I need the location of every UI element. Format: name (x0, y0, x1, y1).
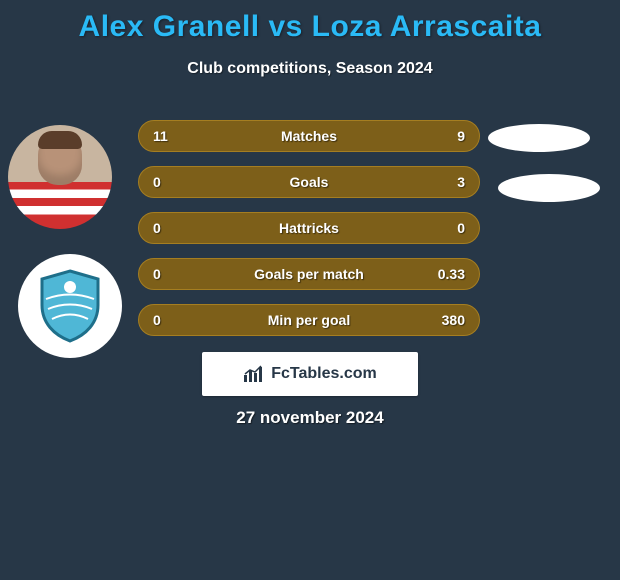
shield-icon (38, 269, 102, 343)
date-label: 27 november 2024 (0, 408, 620, 428)
stat-label: Goals per match (139, 266, 479, 282)
stat-left-value: 11 (153, 128, 168, 144)
bars-icon (243, 365, 265, 383)
stat-row-min-per-goal: 0 Min per goal 380 (138, 304, 480, 336)
player1-avatar (8, 125, 112, 229)
stat-right-value: 3 (457, 174, 465, 190)
subtitle: Club competitions, Season 2024 (0, 60, 620, 78)
stat-left-value: 0 (153, 220, 161, 236)
stat-row-hattricks: 0 Hattricks 0 (138, 212, 480, 244)
player2-club-badge (18, 254, 122, 358)
page-title: Alex Granell vs Loza Arrascaita (0, 0, 620, 44)
stat-left-value: 0 (153, 312, 161, 328)
stat-label: Min per goal (139, 312, 479, 328)
stat-left-value: 0 (153, 174, 161, 190)
stat-right-value: 0.33 (438, 266, 465, 282)
source-logo-text: FcTables.com (271, 365, 377, 383)
comparison-card: Alex Granell vs Loza Arrascaita Club com… (0, 0, 620, 580)
stat-row-matches: 11 Matches 9 (138, 120, 480, 152)
stat-right-value: 0 (457, 220, 465, 236)
stat-left-value: 0 (153, 266, 161, 282)
stat-right-value: 380 (442, 312, 465, 328)
stats-list: 11 Matches 9 0 Goals 3 0 Hattricks 0 0 G… (138, 120, 480, 350)
indicator-ellipse (498, 174, 600, 202)
stat-right-value: 9 (457, 128, 465, 144)
stat-label: Hattricks (139, 220, 479, 236)
stat-label: Matches (139, 128, 479, 144)
stat-row-goals: 0 Goals 3 (138, 166, 480, 198)
stat-row-goals-per-match: 0 Goals per match 0.33 (138, 258, 480, 290)
source-logo: FcTables.com (202, 352, 418, 396)
stat-label: Goals (139, 174, 479, 190)
indicator-ellipse (488, 124, 590, 152)
